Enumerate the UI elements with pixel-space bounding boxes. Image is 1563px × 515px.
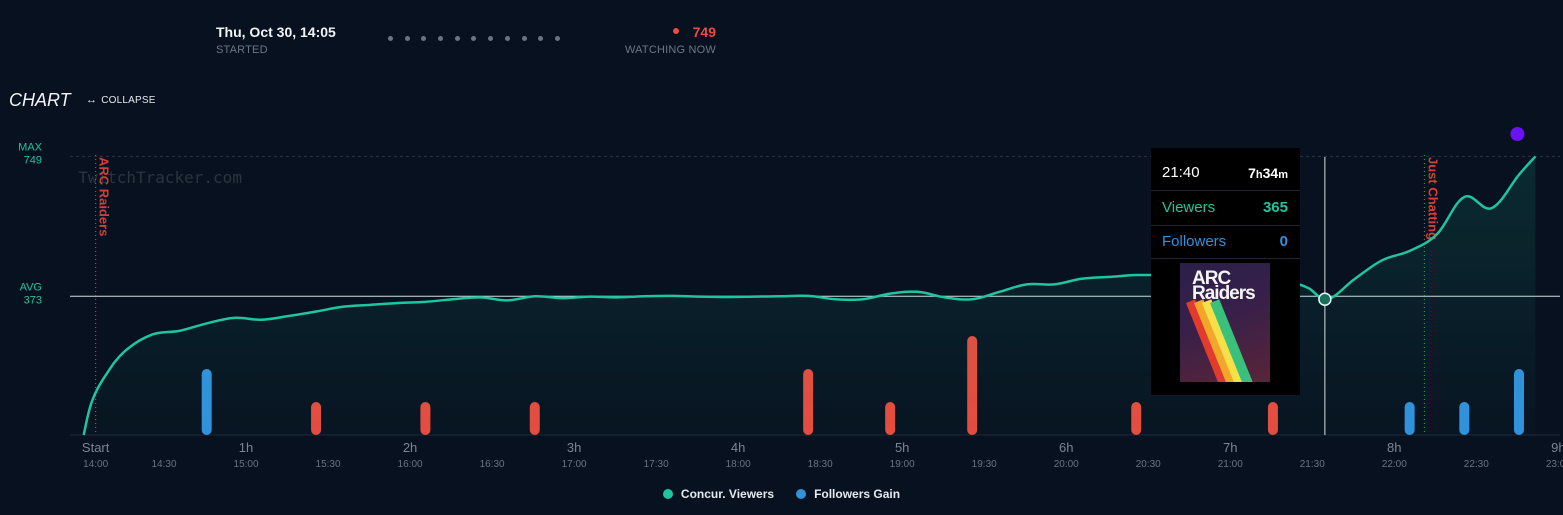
x-tick-hour: 9h — [1551, 440, 1563, 455]
chart-watermark: TwitchTracker.com — [78, 168, 242, 187]
x-tick-clock: 16:00 — [398, 459, 423, 470]
x-tick-clock: 17:30 — [644, 459, 669, 470]
tooltip-time: 21:40 — [1162, 164, 1200, 181]
x-tick-hour: Start — [82, 440, 110, 455]
game-cover-image: ARC Raiders — [1180, 263, 1270, 382]
watching-now-stat: 749 WATCHING NOW — [618, 24, 716, 56]
watching-caption: WATCHING NOW — [625, 44, 716, 56]
x-tick-clock: 14:30 — [152, 459, 177, 470]
legend-swatch-viewers — [662, 489, 673, 499]
x-tick-clock: 19:30 — [972, 459, 997, 470]
tooltip-viewers-label: Viewers — [1162, 199, 1216, 216]
category-marker-label: Just Chatting — [1425, 157, 1440, 240]
x-tick-clock: 22:00 — [1382, 459, 1407, 470]
chart-legend: Concur. Viewers Followers Gain — [0, 487, 1563, 501]
chart-tooltip: 21:40 7h34m Viewers 365 Followers 0 ARC R… — [1151, 148, 1300, 395]
x-tick-clock: 22:30 — [1464, 459, 1489, 470]
x-tick-clock: 15:00 — [234, 459, 259, 470]
x-tick-hour: 6h — [1059, 440, 1073, 455]
game-cover-logo: ARC Raiders — [1192, 268, 1256, 304]
started-value: Thu, Oct 30, 14:05 — [216, 24, 336, 40]
x-tick-clock: 15:30 — [316, 459, 341, 470]
category-marker-label: ARC Raiders — [97, 157, 112, 236]
progress-dots — [388, 36, 560, 41]
y-label-avg: AVG — [20, 281, 42, 293]
x-tick-clock: 23:00 — [1546, 459, 1563, 470]
x-tick-clock: 19:00 — [890, 459, 915, 470]
live-indicator-dot — [1510, 127, 1525, 141]
started-caption: STARTED — [216, 44, 268, 56]
tooltip-duration: 7h34m — [1248, 164, 1288, 181]
watching-value: 749 — [692, 24, 716, 40]
started-stat: Thu, Oct 30, 14:05 STARTED — [216, 24, 336, 56]
x-tick-hour: 1h — [239, 440, 253, 455]
live-dot-icon — [672, 28, 679, 35]
x-tick-hour: 4h — [731, 440, 745, 455]
viewers-line — [82, 155, 1537, 436]
collapse-label: COLLAPSE — [101, 95, 156, 106]
tooltip-viewers-value: 365 — [1262, 199, 1288, 216]
x-tick-hour: 8h — [1387, 440, 1401, 455]
y-value-avg: 373 — [24, 294, 42, 306]
x-tick-hour: 2h — [403, 440, 417, 455]
tooltip-followers-value: 0 — [1279, 233, 1288, 250]
legend-swatch-followers — [796, 489, 807, 499]
x-tick-clock: 21:30 — [1300, 459, 1325, 470]
x-tick-clock: 14:00 — [83, 459, 108, 470]
cursor-point — [1318, 292, 1332, 306]
y-value-max: 749 — [24, 154, 42, 166]
legend-label-followers: Followers Gain — [814, 487, 901, 501]
x-tick-clock: 18:00 — [726, 459, 751, 470]
x-tick-clock: 21:00 — [1218, 459, 1243, 470]
collapse-arrows-icon: ↔ — [86, 94, 98, 106]
collapse-button[interactable]: ↔ COLLAPSE — [86, 94, 156, 106]
x-tick-clock: 17:00 — [562, 459, 587, 470]
x-tick-clock: 20:00 — [1054, 459, 1079, 470]
x-tick-clock: 18:30 — [808, 459, 833, 470]
chart-heading: CHART — [9, 90, 71, 110]
legend-item-viewers[interactable]: Concur. Viewers — [662, 487, 775, 501]
y-label-max: MAX — [18, 141, 43, 153]
x-tick-clock: 16:30 — [480, 459, 505, 470]
x-tick-hour: 7h — [1223, 440, 1237, 455]
x-tick-clock: 20:30 — [1136, 459, 1161, 470]
legend-item-followers[interactable]: Followers Gain — [796, 487, 900, 501]
legend-label-viewers: Concur. Viewers — [680, 487, 775, 501]
tooltip-followers-label: Followers — [1162, 233, 1227, 250]
x-tick-hour: 3h — [567, 440, 581, 455]
x-tick-hour: 5h — [895, 440, 909, 455]
